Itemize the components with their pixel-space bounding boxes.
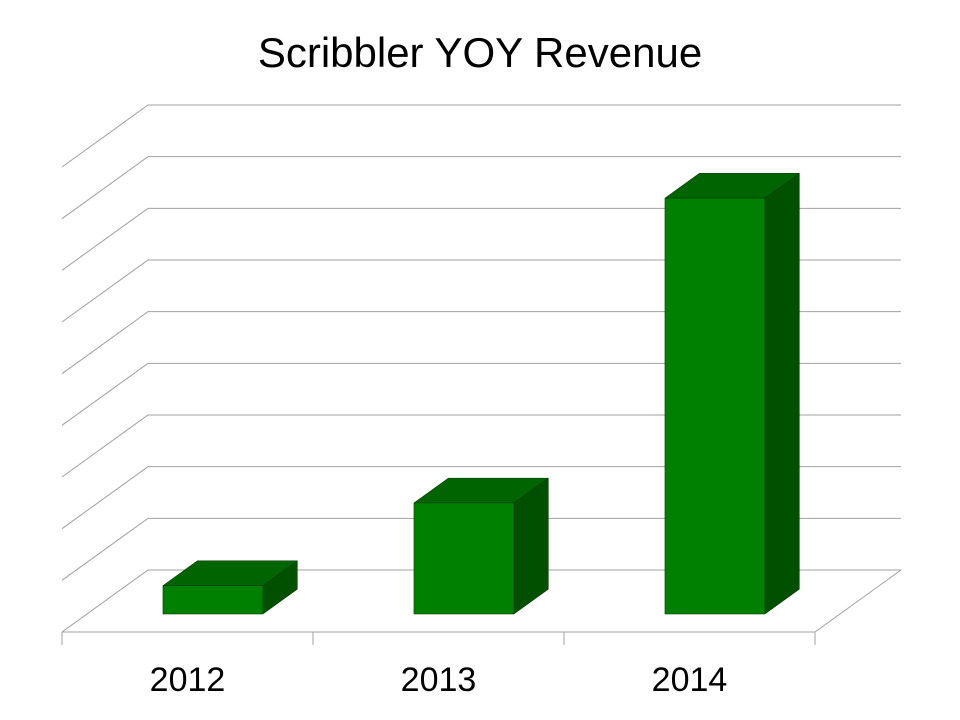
bar [664, 172, 801, 615]
bar [162, 560, 299, 615]
x-tick-label: 2012 [150, 661, 226, 699]
bar-front [413, 502, 515, 615]
bar [413, 477, 550, 615]
grid-line [61, 259, 901, 323]
grid-line [61, 517, 901, 581]
chart-title: Scribbler YOY Revenue [258, 29, 702, 76]
grid-line [61, 207, 901, 271]
grid-line [61, 362, 901, 426]
bar-front [664, 197, 766, 615]
x-tick-label: 2014 [652, 661, 728, 699]
bar-front [162, 585, 264, 615]
grid-line [61, 104, 901, 168]
x-tick-label: 2013 [401, 661, 477, 699]
grid-line [61, 156, 901, 220]
grid-line [61, 414, 901, 478]
bar-side [764, 172, 800, 615]
grid-line [61, 569, 901, 633]
grid-line [61, 466, 901, 530]
grid-line [61, 311, 901, 375]
